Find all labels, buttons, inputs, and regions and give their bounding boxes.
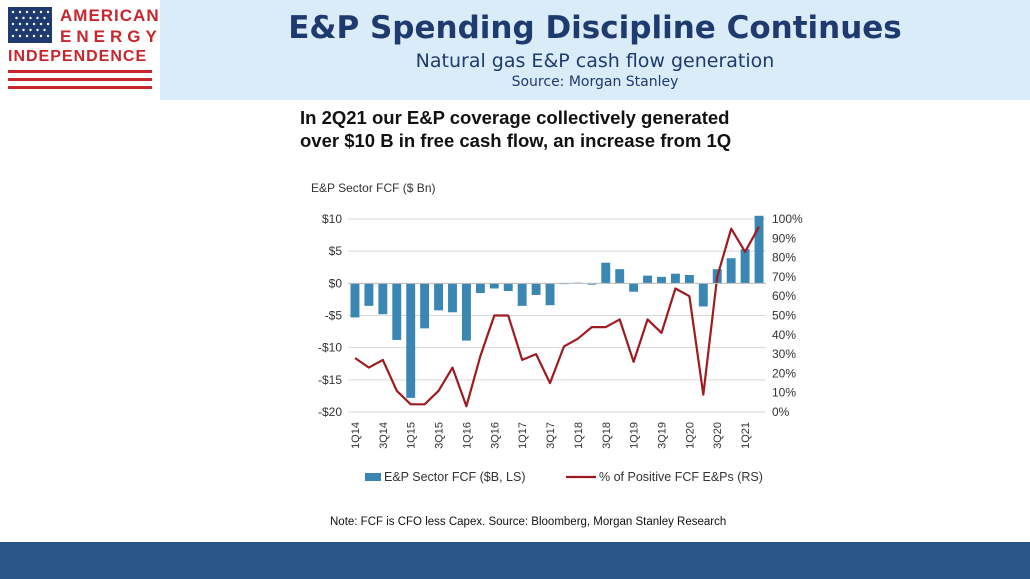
y2-tick-label: 100% [772, 212, 803, 226]
x-tick-label: 1Q20 [684, 422, 696, 449]
legend-swatch-bar [365, 473, 381, 481]
y-tick-label: -$5 [325, 309, 343, 323]
y2-tick-label: 0% [772, 405, 790, 419]
y2-tick-label: 80% [772, 251, 796, 265]
x-tick-label: 3Q16 [489, 422, 501, 449]
bar [406, 283, 416, 398]
x-tick-label: 1Q16 [461, 422, 473, 449]
bar [489, 283, 499, 289]
chart-legend: E&P Sector FCF ($B, LS) % of Positive FCF… [330, 470, 763, 528]
legend-label-bar: E&P Sector FCF ($B, LS) [384, 470, 525, 484]
x-tick-label: 3Q18 [601, 422, 613, 449]
logo-stripe [8, 78, 152, 81]
bar [475, 283, 485, 293]
chart-headline: In 2Q21 our E&P coverage collectively ge… [300, 106, 820, 152]
chart-line [354, 226, 760, 408]
logo-stripe [8, 86, 152, 89]
bar [448, 283, 457, 313]
bar [629, 283, 639, 292]
x-tick-label: 1Q14 [350, 422, 362, 449]
chart-headline-line: over $10 B in free cash flow, an increas… [300, 130, 732, 151]
y-axis-label: E&P Sector FCF ($ Bn) [311, 181, 435, 195]
bar [740, 249, 750, 284]
y2-tick-label: 30% [772, 347, 796, 361]
bar [726, 258, 736, 284]
bar [461, 283, 471, 341]
y2-tick-label: 10% [772, 386, 796, 400]
y-tick-label: -$20 [318, 405, 342, 419]
y2-tick-label: 50% [772, 309, 796, 323]
x-tick-label: 3Q14 [378, 422, 390, 449]
page-subtitle: Natural gas E&P cash flow generation [415, 50, 775, 72]
bar [601, 262, 611, 284]
y2-tick-label: 20% [772, 366, 796, 380]
bar [364, 283, 374, 306]
bar [503, 283, 513, 292]
x-tick-label: 1Q21 [740, 422, 752, 449]
y-tick-label: $5 [329, 244, 343, 258]
bar [684, 274, 694, 284]
header-banner [0, 0, 1030, 100]
y-tick-label: -$15 [318, 373, 342, 387]
bar [517, 283, 527, 306]
x-tick-label: 1Q19 [629, 422, 641, 449]
bar [378, 283, 388, 315]
y-tick-label: -$10 [318, 341, 342, 355]
bar [350, 283, 360, 318]
x-tick-label: 1Q17 [517, 422, 529, 449]
x-tick-label: 3Q19 [657, 422, 669, 449]
footer-bar [0, 542, 1030, 579]
bar [587, 283, 597, 285]
x-tick-label: 3Q15 [434, 422, 446, 449]
y2-tick-label: 60% [772, 289, 796, 303]
chart-note: Note: FCF is CFO less Capex. Source: Blo… [330, 516, 726, 528]
bar [434, 283, 444, 311]
bar [657, 276, 666, 284]
logo-line-independence: INDEPENDENCE [8, 48, 148, 65]
logo: AMERICAN ENERGY INDEPENDENCE [0, 0, 160, 100]
x-tick-label: 3Q17 [545, 422, 557, 449]
bar [754, 215, 764, 284]
bar [643, 275, 653, 284]
y2-tick-label: 40% [772, 328, 796, 342]
legend-label-line: % of Positive FCF E&Ps (RS) [599, 470, 763, 484]
x-tick-label: 1Q15 [406, 422, 418, 449]
bar [698, 283, 708, 307]
chart-axes: $10 $5 $0 -$5 -$10 -$15 -$20 100% 90% 80% 70% 60% 50… [311, 181, 803, 449]
bar [670, 273, 680, 284]
page-source: Source: Morgan Stanley [511, 74, 679, 90]
y-tick-label: $10 [322, 212, 342, 226]
us-flag-icon [8, 7, 52, 43]
chart-headline-line: In 2Q21 our E&P coverage collectively ge… [300, 107, 730, 128]
x-tick-label: 3Q20 [712, 422, 724, 449]
bar [392, 283, 402, 340]
logo-stripe [8, 70, 152, 73]
bar [420, 283, 430, 329]
x-tick-label: 1Q18 [573, 422, 585, 449]
logo-line-energy: ENERGY [60, 27, 162, 46]
bar [615, 269, 625, 284]
y2-tick-label: 90% [772, 231, 796, 245]
series-line [354, 226, 760, 408]
chart-bars [350, 215, 764, 398]
logo-line-american: AMERICAN [60, 6, 160, 25]
bar [545, 283, 555, 306]
y2-tick-label: 70% [772, 270, 796, 284]
page-title: E&P Spending Discipline Continues [288, 10, 902, 46]
y-tick-label: $0 [329, 276, 343, 290]
bar [531, 283, 541, 295]
